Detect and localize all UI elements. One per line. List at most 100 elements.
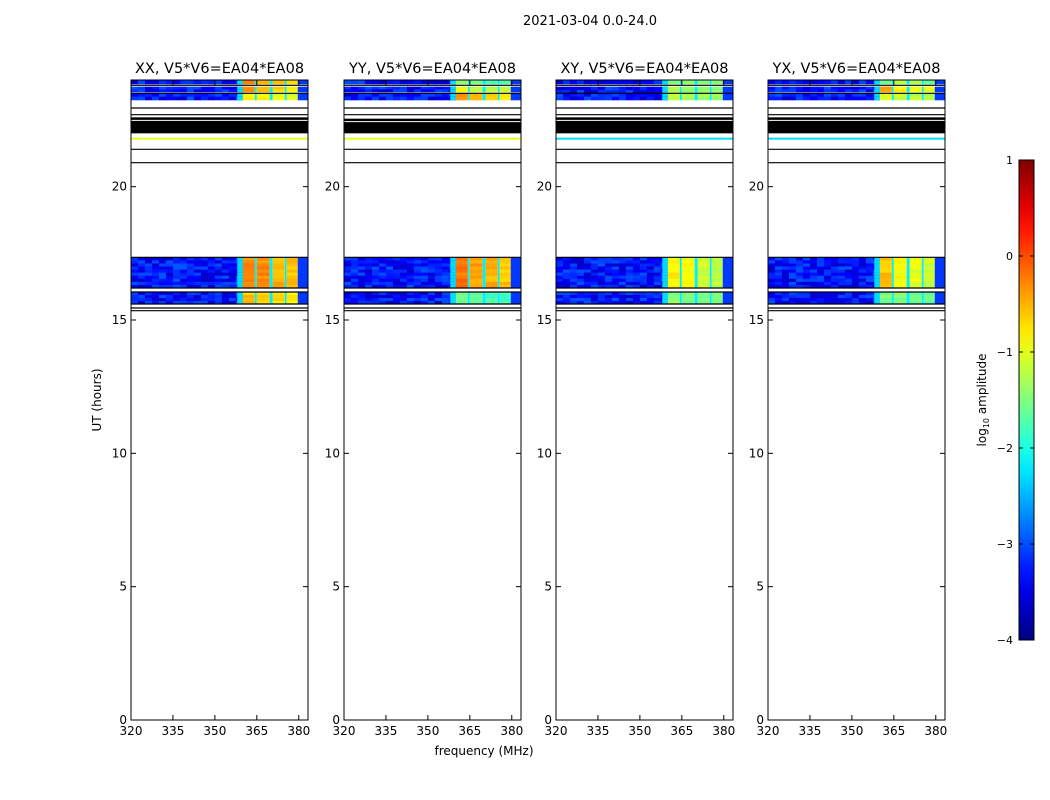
heatmap-cell — [357, 298, 366, 302]
heatmap-cell — [406, 281, 415, 286]
heatmap-cell — [207, 295, 216, 299]
heatmap-cell — [921, 80, 924, 85]
heatmap-cell — [131, 272, 139, 277]
heatmap-cell — [378, 89, 387, 93]
heatmap-cell — [284, 80, 287, 85]
heatmap-cell — [879, 272, 892, 277]
heatmap-cell — [385, 295, 394, 299]
heatmap-cell — [221, 257, 230, 261]
heatmap-cell — [909, 272, 922, 277]
heatmap-cell — [711, 284, 723, 289]
heatmap-cell — [653, 260, 662, 264]
heatmap-cell — [420, 295, 429, 299]
heatmap-cell — [399, 284, 408, 289]
heatmap-cell — [378, 263, 387, 267]
heatmap-cell — [625, 292, 634, 296]
heatmap-cell — [816, 292, 825, 296]
heatmap-cell — [256, 266, 270, 270]
heatmap-cell — [844, 298, 853, 302]
heatmap-cell — [781, 96, 790, 101]
heatmap-cell — [823, 272, 832, 277]
heatmap-cell — [590, 292, 599, 296]
heatmap-cell — [499, 281, 511, 286]
heatmap-cell — [242, 298, 255, 302]
heatmap-cell — [934, 278, 945, 283]
heatmap-cell — [441, 260, 450, 264]
heatmap-cell — [697, 266, 710, 270]
heatmap-cell — [556, 301, 564, 305]
heatmap-cell — [562, 269, 571, 273]
heatmap-cell — [413, 96, 422, 101]
heatmap-cell — [646, 292, 655, 296]
heatmap-cell — [242, 89, 255, 93]
heatmap-cell — [576, 269, 585, 273]
heatmap-cell — [228, 93, 237, 97]
heatmap-cell — [144, 295, 153, 299]
heatmap-cell — [597, 86, 606, 91]
heatmap-cell — [272, 284, 285, 289]
heatmap-cell — [809, 272, 818, 277]
heatmap-cell — [837, 80, 846, 85]
heatmap-cell — [179, 298, 188, 302]
heatmap-cell — [874, 263, 881, 267]
heatmap-cell — [802, 266, 811, 270]
heatmap-cell — [781, 275, 790, 280]
heatmap-cell — [709, 257, 712, 261]
heatmap-cell — [284, 275, 287, 280]
heatmap-cell — [392, 96, 401, 101]
heatmap-cell — [485, 292, 498, 296]
heatmap-cell — [618, 272, 627, 277]
heatmap-cell — [427, 295, 436, 299]
heatmap-cell — [681, 260, 695, 264]
heatmap-cell — [844, 257, 853, 261]
heatmap-cell — [254, 272, 257, 277]
heatmap-cell — [795, 284, 804, 289]
heatmap-cell — [193, 278, 202, 283]
heatmap-cell — [781, 295, 790, 299]
heatmap-cell — [823, 257, 832, 261]
heatmap-cell — [604, 269, 613, 273]
heatmap-cell — [583, 263, 592, 267]
heatmap-cell — [909, 275, 922, 280]
heatmap-cell — [590, 295, 599, 299]
heatmap-cell — [879, 301, 892, 305]
heatmap-cell — [158, 275, 167, 280]
heatmap-cell — [158, 292, 167, 296]
heatmap-cell — [272, 275, 285, 280]
y-tick-label: 0 — [332, 713, 340, 727]
x-tick-label: 350 — [416, 724, 439, 738]
heatmap-cell — [662, 272, 669, 277]
heatmap-cell — [186, 301, 195, 305]
heatmap-cell — [207, 263, 216, 267]
heatmap-cell — [921, 266, 924, 270]
heatmap-cell — [434, 257, 443, 261]
heatmap-cell — [399, 266, 408, 270]
heatmap-cell — [434, 275, 443, 280]
heatmap-cell — [350, 278, 359, 283]
x-tick-label: 350 — [840, 724, 863, 738]
heatmap-cell — [639, 260, 648, 264]
heatmap-cell — [893, 266, 907, 270]
heatmap-cell — [788, 96, 797, 101]
heatmap-cell — [667, 269, 680, 273]
heatmap-cell — [923, 93, 935, 97]
heatmap-cell — [350, 284, 359, 289]
heatmap-cell — [562, 93, 571, 97]
heatmap-cell — [604, 90, 613, 94]
heatmap-cell — [611, 292, 620, 296]
heatmap-cell — [679, 260, 682, 264]
heatmap-cell — [469, 257, 483, 261]
heatmap-cell — [597, 260, 606, 264]
heatmap-cell — [625, 269, 634, 273]
heatmap-cell — [297, 89, 308, 93]
heatmap-cell — [392, 93, 401, 97]
heatmap-cell — [569, 260, 578, 264]
heatmap-cell — [469, 93, 483, 97]
heatmap-cell — [350, 257, 359, 261]
heatmap-cell — [830, 260, 839, 264]
heatmap-cell — [781, 292, 790, 296]
heatmap-cell — [823, 284, 832, 289]
heatmap-cell — [420, 284, 429, 289]
heatmap-cell — [874, 89, 881, 93]
heatmap-cell — [269, 272, 273, 277]
